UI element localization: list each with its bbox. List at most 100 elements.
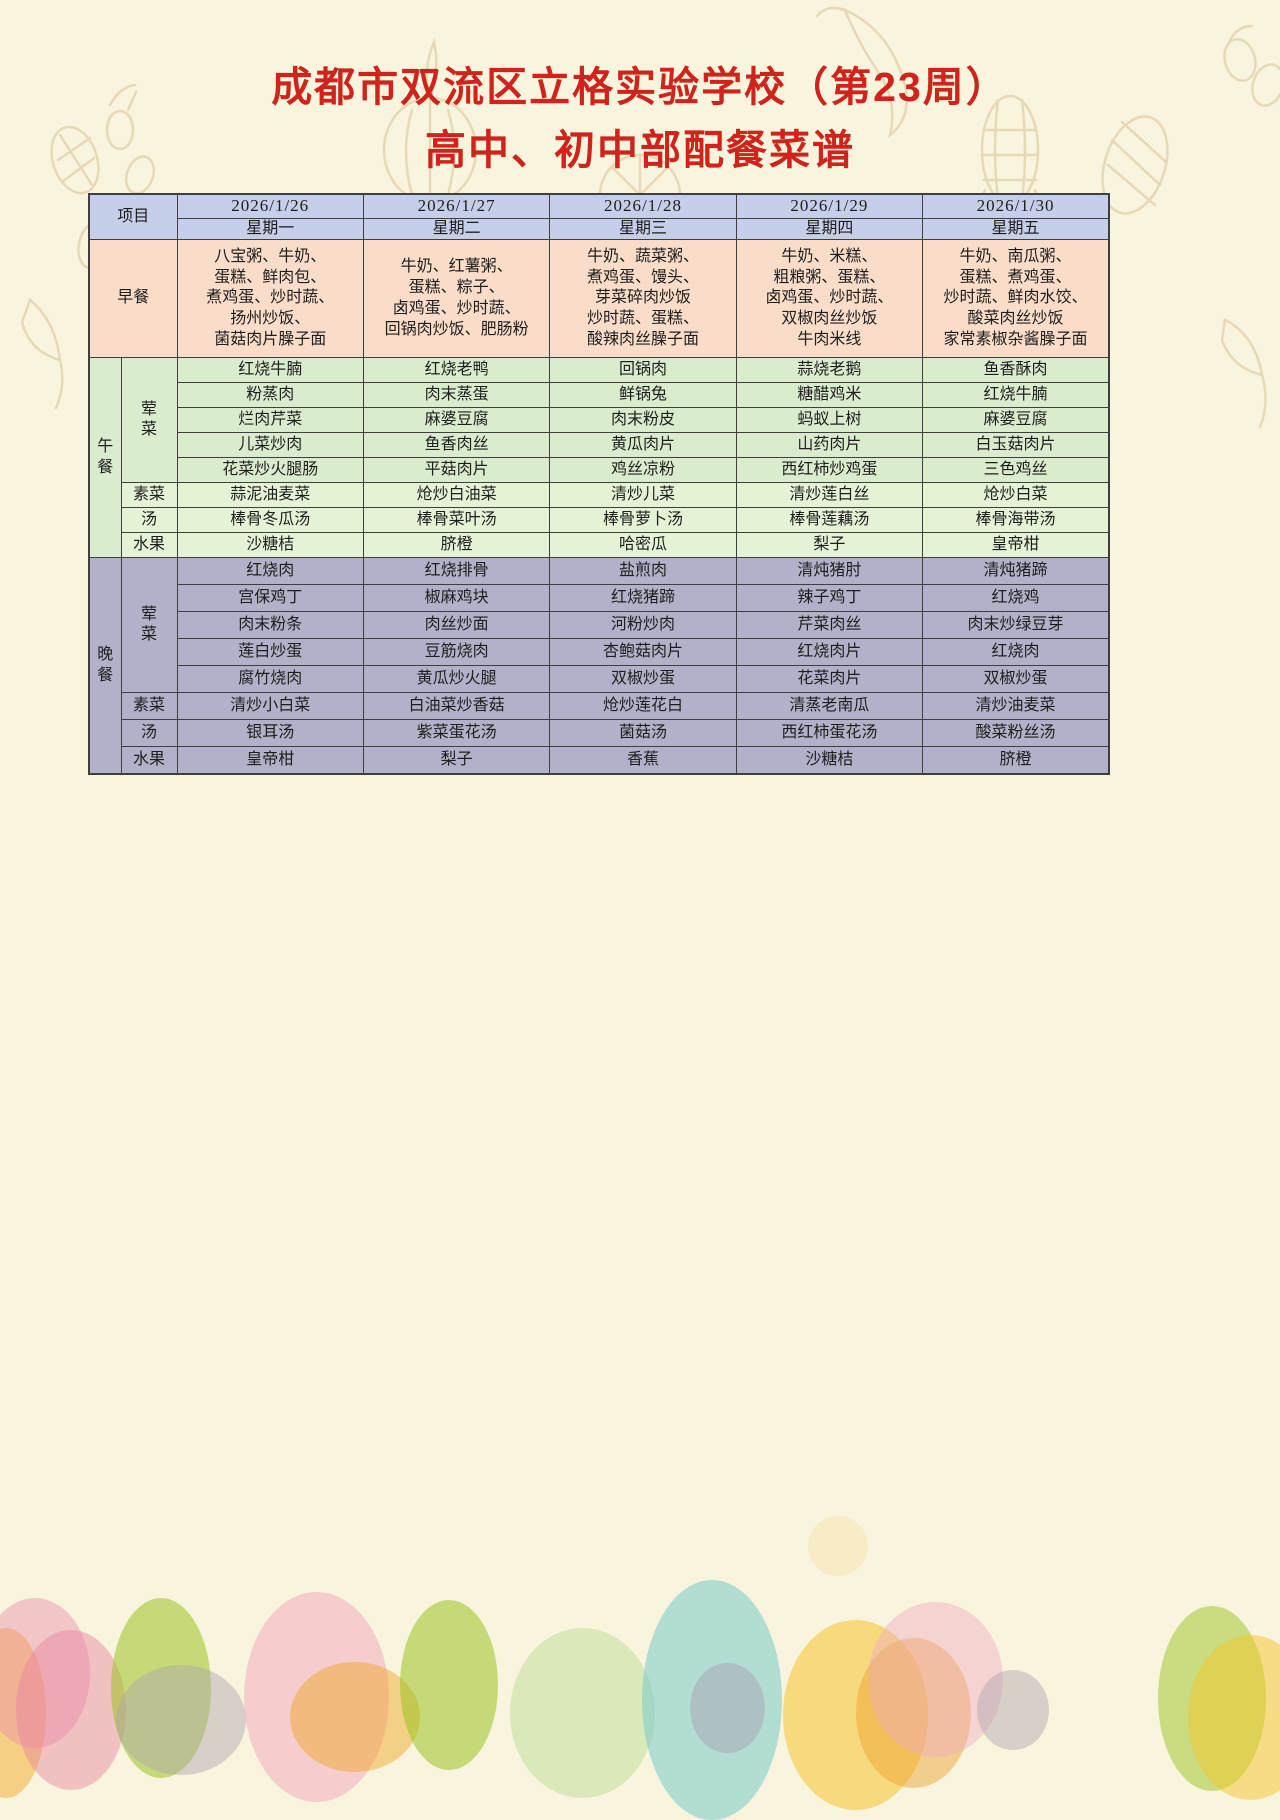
menu-cell: 麻婆豆腐 bbox=[922, 407, 1110, 434]
breakfast-label: 早餐 bbox=[88, 239, 178, 359]
weekday-header: 星期四 bbox=[735, 217, 924, 241]
bokeh-circle bbox=[808, 1516, 868, 1576]
menu-cell: 蒜烧老鹅 bbox=[735, 357, 924, 384]
menu-cell: 鱼香酥肉 bbox=[922, 357, 1110, 384]
nut-pair-icon bbox=[1223, 24, 1280, 107]
menu-table: 项目 2026/1/26 2026/1/27 2026/1/28 2026/1/… bbox=[88, 193, 1110, 775]
menu-cell: 银耳汤 bbox=[176, 719, 364, 748]
menu-cell: 清炒莲白丝 bbox=[735, 482, 924, 509]
menu-cell: 红烧猪蹄 bbox=[549, 584, 737, 613]
menu-cell: 杏鲍菇肉片 bbox=[549, 638, 737, 667]
menu-cell: 腐竹烧肉 bbox=[176, 665, 364, 694]
menu-cell: 清炖猪肘 bbox=[735, 557, 924, 586]
menu-cell: 西红柿蛋花汤 bbox=[735, 719, 924, 748]
menu-cell: 蚂蚁上树 bbox=[735, 407, 924, 434]
cacao-pod-icon bbox=[1101, 115, 1169, 215]
menu-cell: 清炒儿菜 bbox=[549, 482, 737, 509]
leaf-sprig-icon bbox=[20, 297, 1267, 429]
title-block: 成都市双流区立格实验学校（第23周） 高中、初中部配餐菜谱 bbox=[0, 58, 1280, 179]
bokeh-circle bbox=[16, 1630, 126, 1790]
menu-cell: 西红柿炒鸡蛋 bbox=[735, 457, 924, 484]
date-header: 2026/1/30 bbox=[922, 193, 1110, 219]
menu-cell: 儿菜炒肉 bbox=[176, 432, 364, 459]
corner-label: 项目 bbox=[88, 193, 178, 241]
menu-cell: 菌菇汤 bbox=[549, 719, 737, 748]
menu-cell: 红烧肉片 bbox=[735, 638, 924, 667]
menu-cell: 鸡丝凉粉 bbox=[549, 457, 737, 484]
menu-cell: 花菜炒火腿肠 bbox=[176, 457, 364, 484]
menu-cell: 回锅肉 bbox=[549, 357, 737, 384]
menu-cell: 红烧肉 bbox=[922, 638, 1110, 667]
lunch-meat-label: 荤 菜 bbox=[120, 357, 178, 484]
menu-cell: 宫保鸡丁 bbox=[176, 584, 364, 613]
menu-cell: 辣子鸡丁 bbox=[735, 584, 924, 613]
menu-cell: 盐煎肉 bbox=[549, 557, 737, 586]
lunch-fruit-label: 水果 bbox=[120, 532, 178, 559]
menu-cell: 香蕉 bbox=[549, 746, 737, 775]
weekday-header: 星期五 bbox=[922, 217, 1110, 241]
breakfast-menu-cell: 牛奶、蔬菜粥、 煮鸡蛋、馒头、 芽菜碎肉炒饭 炒时蔬、蛋糕、 酸辣肉丝臊子面 bbox=[549, 239, 737, 359]
menu-cell: 沙糖桔 bbox=[735, 746, 924, 775]
menu-cell: 炝炒白油菜 bbox=[362, 482, 551, 509]
menu-cell: 白玉菇肉片 bbox=[922, 432, 1110, 459]
menu-cell: 烂肉芹菜 bbox=[176, 407, 364, 434]
date-header: 2026/1/27 bbox=[362, 193, 551, 219]
dinner-meat-label: 荤 菜 bbox=[120, 557, 178, 694]
menu-cell: 白油菜炒香菇 bbox=[362, 692, 551, 721]
menu-cell: 河粉炒肉 bbox=[549, 611, 737, 640]
bokeh-circle bbox=[642, 1580, 782, 1820]
menu-cell: 梨子 bbox=[362, 746, 551, 775]
page-subtitle: 高中、初中部配餐菜谱 bbox=[425, 127, 855, 173]
bokeh-circle bbox=[977, 1670, 1049, 1750]
bokeh-circle bbox=[0, 1598, 90, 1748]
menu-cell: 鱼香肉丝 bbox=[362, 432, 551, 459]
menu-cell: 双椒炒蛋 bbox=[922, 665, 1110, 694]
bokeh-circle bbox=[1158, 1606, 1266, 1791]
bokeh-circle bbox=[400, 1600, 498, 1770]
menu-cell: 双椒炒蛋 bbox=[549, 665, 737, 694]
menu-cell: 红烧肉 bbox=[176, 557, 364, 586]
menu-cell: 肉末粉条 bbox=[176, 611, 364, 640]
bokeh-circle bbox=[856, 1638, 971, 1788]
menu-cell: 糖醋鸡米 bbox=[735, 382, 924, 409]
menu-cell: 红烧鸡 bbox=[922, 584, 1110, 613]
date-header: 2026/1/28 bbox=[549, 193, 737, 219]
dinner-veg-label: 素菜 bbox=[120, 692, 178, 721]
lunch-soup-label: 汤 bbox=[120, 507, 178, 534]
menu-cell: 梨子 bbox=[735, 532, 924, 559]
menu-cell: 皇帝柑 bbox=[176, 746, 364, 775]
bokeh-circle bbox=[1188, 1635, 1280, 1800]
menu-cell: 鲜锅兔 bbox=[549, 382, 737, 409]
bokeh-circle bbox=[244, 1592, 389, 1802]
menu-cell: 麻婆豆腐 bbox=[362, 407, 551, 434]
breakfast-menu-cell: 牛奶、南瓜粥、 蛋糕、煮鸡蛋、 炒时蔬、鲜肉水饺、 酸菜肉丝炒饭 家常素椒杂酱臊… bbox=[922, 239, 1110, 359]
dinner-fruit-label: 水果 bbox=[120, 746, 178, 775]
menu-cell: 清蒸老南瓜 bbox=[735, 692, 924, 721]
menu-cell: 肉末粉皮 bbox=[549, 407, 737, 434]
menu-cell: 粉蒸肉 bbox=[176, 382, 364, 409]
page-title: 成都市双流区立格实验学校（第23周） bbox=[271, 64, 1009, 110]
menu-cell: 清炒油麦菜 bbox=[922, 692, 1110, 721]
menu-cell: 棒骨冬瓜汤 bbox=[176, 507, 364, 534]
menu-cell: 肉末蒸蛋 bbox=[362, 382, 551, 409]
lunch-label: 午 餐 bbox=[88, 357, 122, 559]
menu-cell: 脐橙 bbox=[362, 532, 551, 559]
menu-cell: 芹菜肉丝 bbox=[735, 611, 924, 640]
breakfast-menu-cell: 八宝粥、牛奶、 蛋糕、鲜肉包、 煮鸡蛋、炒时蔬、 扬州炒饭、 菌菇肉片臊子面 bbox=[176, 239, 364, 359]
menu-cell: 红烧排骨 bbox=[362, 557, 551, 586]
weekday-header: 星期三 bbox=[549, 217, 737, 241]
date-header: 2026/1/29 bbox=[735, 193, 924, 219]
menu-cell: 炝炒白菜 bbox=[922, 482, 1110, 509]
menu-cell: 蒜泥油麦菜 bbox=[176, 482, 364, 509]
date-header: 2026/1/26 bbox=[176, 193, 364, 219]
menu-cell: 肉丝炒面 bbox=[362, 611, 551, 640]
menu-cell: 棒骨莲藕汤 bbox=[735, 507, 924, 534]
menu-cell: 棒骨萝卜汤 bbox=[549, 507, 737, 534]
menu-cell: 炝炒莲花白 bbox=[549, 692, 737, 721]
menu-cell: 红烧牛腩 bbox=[922, 382, 1110, 409]
menu-cell: 红烧老鸭 bbox=[362, 357, 551, 384]
lunch-veg-label: 素菜 bbox=[120, 482, 178, 509]
menu-cell: 椒麻鸡块 bbox=[362, 584, 551, 613]
menu-cell: 棒骨海带汤 bbox=[922, 507, 1110, 534]
breakfast-menu-cell: 牛奶、米糕、 粗粮粥、蛋糕、 卤鸡蛋、炒时蔬、 双椒肉丝炒饭 牛肉米线 bbox=[735, 239, 924, 359]
